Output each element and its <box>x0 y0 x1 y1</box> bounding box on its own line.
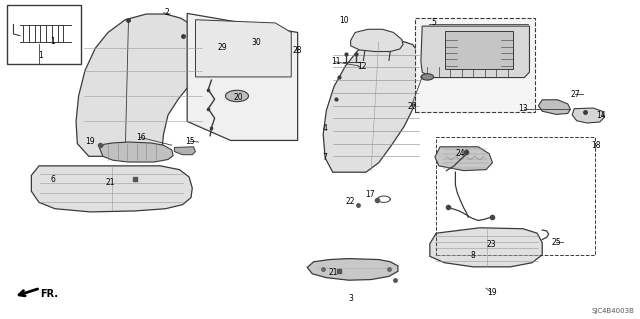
Text: 13: 13 <box>518 104 528 113</box>
Text: 19: 19 <box>85 137 95 145</box>
Polygon shape <box>195 20 291 77</box>
Bar <box>415 18 534 113</box>
Text: 22: 22 <box>346 197 355 206</box>
Polygon shape <box>174 147 195 155</box>
Text: 14: 14 <box>596 111 606 120</box>
Polygon shape <box>430 228 542 267</box>
Polygon shape <box>187 13 298 140</box>
Polygon shape <box>538 100 570 115</box>
Text: 27: 27 <box>571 90 580 99</box>
Text: 2: 2 <box>164 8 169 17</box>
Text: 30: 30 <box>252 38 261 47</box>
Text: FR.: FR. <box>40 289 58 299</box>
Text: 17: 17 <box>365 190 374 199</box>
Text: SJC4B4003B: SJC4B4003B <box>591 308 634 314</box>
Polygon shape <box>323 39 422 172</box>
Text: 29: 29 <box>218 43 227 52</box>
Text: 5: 5 <box>431 19 436 27</box>
Text: 1: 1 <box>51 38 56 47</box>
Circle shape <box>421 74 434 80</box>
Bar <box>7 5 81 64</box>
Text: 18: 18 <box>591 141 600 150</box>
Text: 21: 21 <box>106 178 115 187</box>
Text: 25: 25 <box>552 238 561 247</box>
Polygon shape <box>100 142 173 162</box>
Text: 10: 10 <box>339 16 349 25</box>
Polygon shape <box>435 147 492 171</box>
Polygon shape <box>307 259 398 280</box>
Circle shape <box>225 90 248 102</box>
Text: 24: 24 <box>456 149 465 158</box>
Text: 28: 28 <box>293 46 302 56</box>
Polygon shape <box>351 29 403 51</box>
Text: 8: 8 <box>471 251 476 260</box>
Polygon shape <box>421 26 529 78</box>
Text: 6: 6 <box>51 175 56 184</box>
Bar <box>445 31 513 69</box>
Text: 21: 21 <box>328 268 337 277</box>
Text: 7: 7 <box>323 153 328 162</box>
Text: 19: 19 <box>488 288 497 297</box>
Text: 26: 26 <box>408 102 417 111</box>
Text: 12: 12 <box>356 62 366 71</box>
Text: 4: 4 <box>323 124 328 133</box>
Bar <box>436 137 595 256</box>
Text: 15: 15 <box>186 137 195 145</box>
Text: 11: 11 <box>332 56 340 65</box>
Text: 16: 16 <box>136 133 146 142</box>
Polygon shape <box>572 108 604 123</box>
Text: 20: 20 <box>234 93 243 102</box>
Polygon shape <box>76 14 206 156</box>
Text: 3: 3 <box>348 294 353 303</box>
Text: 1: 1 <box>38 51 43 60</box>
Polygon shape <box>31 166 192 212</box>
Text: 23: 23 <box>486 240 496 249</box>
